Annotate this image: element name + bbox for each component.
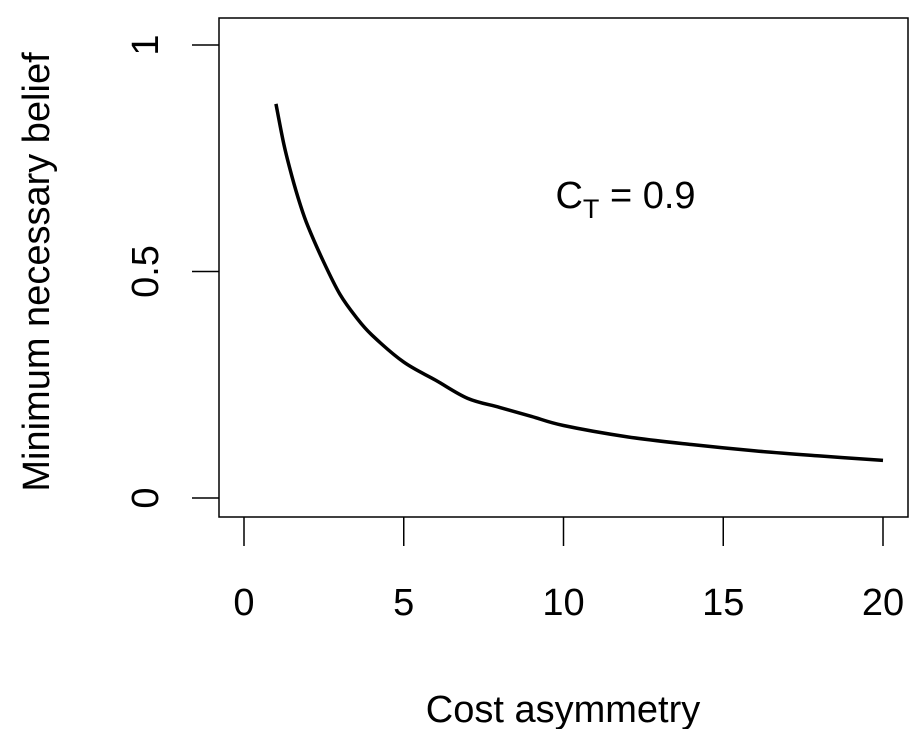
- x-tick-label: 0: [233, 582, 254, 624]
- annotation-base: C: [555, 175, 582, 217]
- plot-frame: [218, 17, 909, 518]
- y-tick-label: 0.5: [125, 245, 167, 298]
- y-axis-label: Minimum necessary belief: [16, 52, 58, 492]
- annotation-subscript: T: [583, 194, 600, 224]
- series-layer: [274, 103, 884, 463]
- series-line: [274, 103, 884, 463]
- x-tick-label: 20: [862, 582, 904, 624]
- annotation-rest: = 0.9: [599, 175, 695, 217]
- annotation: CT = 0.9: [555, 175, 695, 224]
- y-tick-label: 1: [125, 34, 167, 55]
- x-tick-label: 5: [393, 582, 414, 624]
- x-axis-label: Cost asymmetry: [426, 689, 700, 729]
- x-axis: 0 5 10 15 20: [233, 517, 904, 624]
- y-tick-label: 0: [125, 487, 167, 508]
- x-tick-label: 10: [542, 582, 584, 624]
- y-axis: 00.51: [125, 34, 219, 509]
- x-tick-label: 15: [702, 582, 744, 624]
